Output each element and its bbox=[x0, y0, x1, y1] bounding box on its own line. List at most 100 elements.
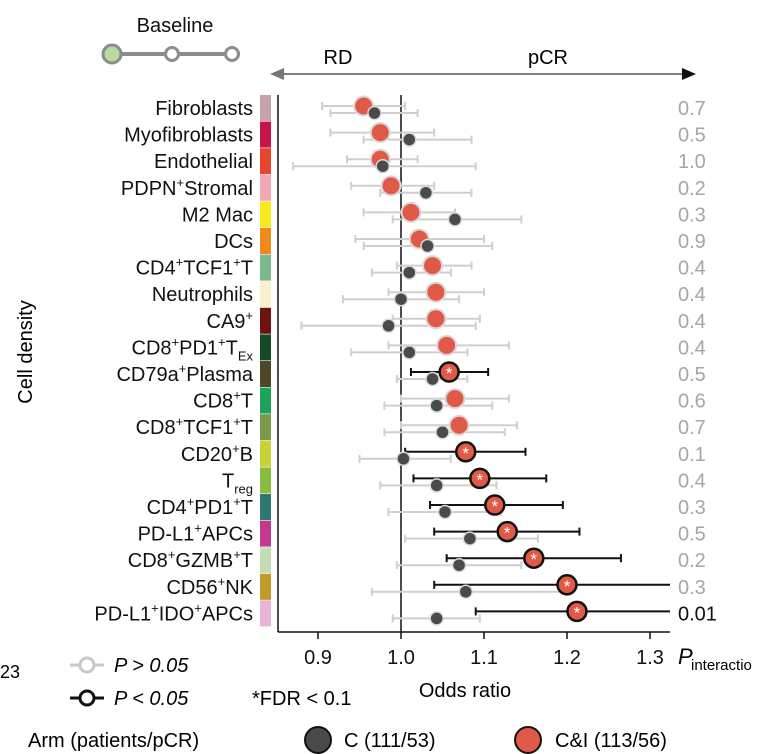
swatch-treg bbox=[260, 467, 271, 494]
p-value-ca9: 0.4 bbox=[678, 311, 706, 333]
swatch-cd4-pd1-t bbox=[260, 494, 271, 520]
swatch-m2-mac bbox=[260, 201, 271, 228]
point-ci-cd8-t bbox=[444, 388, 466, 410]
point-ci-cd8-gzmb-t bbox=[523, 547, 545, 569]
timepoint-dot-3 bbox=[224, 46, 240, 62]
x-tick-label-0: 0.9 bbox=[304, 647, 332, 669]
x-tick-label-1: 1.0 bbox=[387, 647, 415, 669]
point-c-cd8-pd1-tex bbox=[402, 345, 417, 360]
p-interaction-header: P bbox=[678, 644, 693, 669]
point-c-cd8-gzmb-t bbox=[451, 557, 467, 573]
swatch-cd4-tcf1-t bbox=[260, 254, 271, 281]
row-label-cd4-pd1-t: CD4+PD1+T bbox=[147, 494, 253, 519]
row-label-pdpn-stromal: PDPN+Stromal bbox=[121, 175, 253, 200]
point-ci-cd8-pd1-tex bbox=[436, 334, 458, 356]
point-ci-myofibroblasts bbox=[369, 122, 391, 144]
p-value-cd56-nk: 0.3 bbox=[678, 577, 706, 599]
p-interaction-header-sub: interactio bbox=[691, 657, 752, 674]
arm-legend-label-c: C (111/53) bbox=[344, 730, 436, 752]
swatch-cd8-pd1-tex bbox=[260, 334, 271, 361]
p-value-pd-l1-ido-apcs: 0.01 bbox=[678, 603, 717, 625]
row-label-myofibroblasts: Myofibroblasts bbox=[124, 125, 253, 147]
significance-legend: P > 0.05 P < 0.05 *FDR < 0.1 bbox=[70, 655, 351, 710]
fdr-star-cd4-pd1-t: * bbox=[491, 497, 498, 516]
timepoint-label: Baseline bbox=[137, 15, 214, 37]
row-label-treg: Treg bbox=[222, 470, 253, 496]
point-c-cd79a-plasma bbox=[425, 371, 440, 387]
legend-sig-marker-black bbox=[78, 689, 96, 707]
legend-sig-marker-gray bbox=[78, 656, 96, 674]
arm-legend-marker-ci bbox=[514, 726, 542, 754]
swatch-pdpn-stromal bbox=[260, 174, 271, 201]
point-c-pd-l1-apcs bbox=[462, 531, 478, 546]
row-label-cd20-b: CD20+B bbox=[181, 441, 253, 466]
arm-legend-label-ci: C&I (113/56) bbox=[555, 730, 667, 752]
point-ci-cd4-tcf1-t bbox=[422, 255, 444, 277]
p-value-treg: 0.4 bbox=[678, 470, 706, 492]
p-value-pdpn-stromal: 0.2 bbox=[678, 178, 706, 200]
estimate-points: ******** bbox=[353, 95, 588, 626]
swatch-endothelial bbox=[260, 148, 271, 175]
p-value-myofibroblasts: 0.5 bbox=[678, 125, 706, 147]
row-label-pd-l1-ido-apcs: PD-L1+IDO+APCs bbox=[94, 600, 253, 625]
timepoint-dot-baseline bbox=[101, 43, 123, 65]
point-c-cd20-b bbox=[396, 451, 411, 467]
p-value-m2-mac: 0.3 bbox=[678, 204, 706, 226]
point-c-pdpn-stromal bbox=[418, 185, 434, 201]
swatch-ca9 bbox=[260, 307, 271, 334]
point-ci-neutrophils bbox=[425, 281, 447, 303]
p-value-cd4-pd1-t: 0.3 bbox=[678, 497, 706, 519]
arm-legend-marker-c bbox=[304, 726, 332, 754]
p-value-dcs: 0.9 bbox=[678, 231, 706, 253]
p-value-fibroblasts: 0.7 bbox=[678, 98, 706, 120]
point-c-cd8-tcf1-t bbox=[435, 424, 450, 440]
swatch-dcs bbox=[260, 228, 271, 254]
x-tick-label-4: 1.3 bbox=[636, 647, 664, 669]
swatch-neutrophils bbox=[260, 281, 271, 308]
swatch-pd-l1-ido-apcs bbox=[260, 600, 271, 627]
p-value-endothelial: 1.0 bbox=[678, 151, 706, 173]
swatch-cd8-tcf1-t bbox=[260, 414, 271, 441]
point-ci-cd4-pd1-t bbox=[484, 494, 506, 516]
swatch-myofibroblasts bbox=[260, 121, 271, 148]
point-ci-pd-l1-apcs bbox=[496, 520, 518, 543]
row-labels: Fibroblasts Myofibroblasts EndothelialPDPN… bbox=[94, 98, 253, 625]
row-label-endothelial: Endothelial bbox=[154, 151, 253, 173]
row-label-ca9: CA9+ bbox=[207, 308, 254, 333]
point-ci-m2-mac bbox=[400, 201, 422, 223]
x-tick-label-3: 1.2 bbox=[553, 647, 581, 669]
swatch-cd20-b bbox=[260, 440, 271, 467]
fdr-star-cd8-gzmb-t: * bbox=[530, 550, 537, 569]
direction-label-pcr: pCR bbox=[528, 47, 568, 69]
row-label-cd8-gzmb-t: CD8+GZMB+T bbox=[128, 547, 253, 572]
legend-sig-label-gt: P > 0.05 bbox=[114, 655, 189, 677]
p-value-pd-l1-apcs: 0.5 bbox=[678, 524, 706, 546]
p-value-cd79a-plasma: 0.5 bbox=[678, 364, 706, 386]
arrowhead-left bbox=[270, 68, 284, 80]
point-ci-cd79a-plasma bbox=[438, 361, 460, 383]
point-c-cd56-nk bbox=[458, 584, 473, 600]
p-value-cd8-gzmb-t: 0.2 bbox=[678, 550, 706, 572]
point-c-neutrophils bbox=[393, 291, 409, 307]
x-axis-ticks: 0.9 1.0 1.1 1.2 1.3 bbox=[304, 632, 664, 669]
swatch-fibroblasts bbox=[260, 95, 271, 121]
point-ci-pd-l1-ido-apcs bbox=[566, 600, 588, 623]
y-axis-title: Cell density bbox=[15, 300, 37, 403]
point-c-endothelial bbox=[375, 158, 390, 174]
point-c-myofibroblasts bbox=[402, 132, 417, 147]
arrowhead-right bbox=[682, 68, 696, 80]
fdr-star-cd79a-plasma: * bbox=[446, 364, 453, 383]
row-label-neutrophils: Neutrophils bbox=[152, 284, 253, 306]
row-label-fibroblasts: Fibroblasts bbox=[155, 98, 253, 120]
fdr-star-pd-l1-ido-apcs: * bbox=[574, 603, 581, 622]
point-ci-cd20-b bbox=[454, 441, 477, 463]
point-c-dcs bbox=[420, 238, 435, 254]
row-label-cd79a-plasma: CD79a+Plasma bbox=[116, 361, 253, 386]
point-c-cd4-pd1-t bbox=[437, 504, 453, 520]
point-ci-cd56-nk bbox=[556, 574, 578, 596]
row-label-cd8-tcf1-t: CD8+TCF1+T bbox=[136, 414, 253, 439]
arm-legend: Arm (patients/pCR) C (111/53) C&I (113/5… bbox=[28, 726, 667, 754]
fdr-star-cd20-b: * bbox=[462, 444, 469, 463]
point-c-treg bbox=[429, 478, 444, 493]
